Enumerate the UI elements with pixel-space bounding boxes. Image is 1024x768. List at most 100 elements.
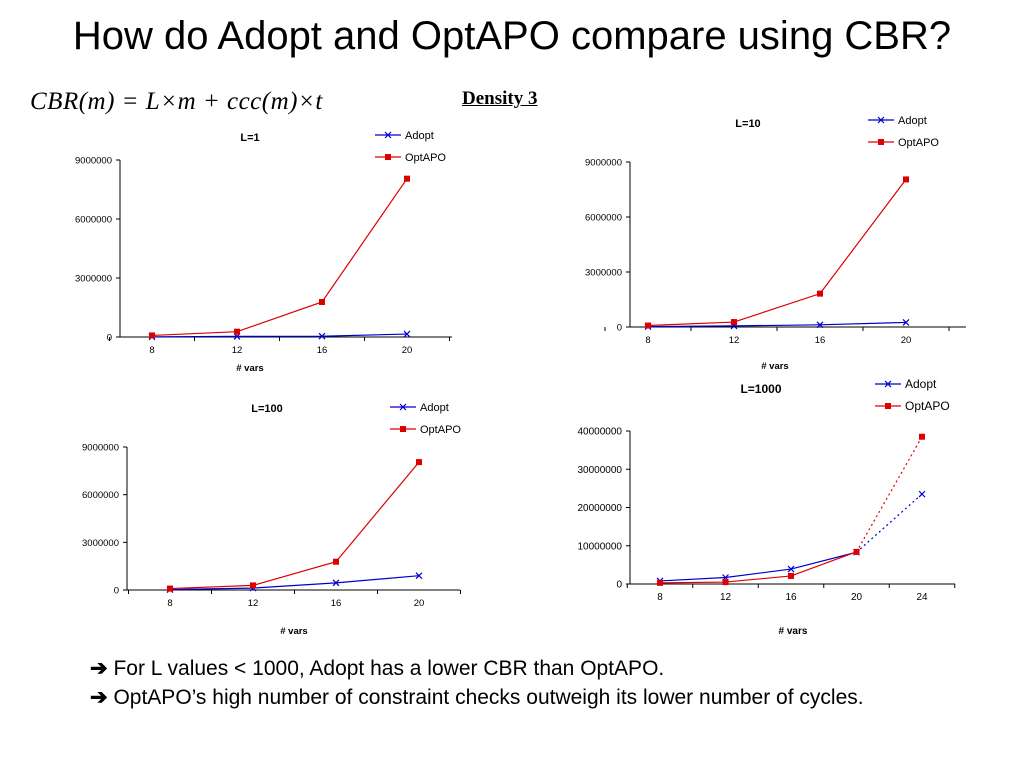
series-line-adopt [647, 321, 907, 328]
x-tick-label: 20 [901, 335, 912, 346]
bullet-list: ➔ For L values < 1000, Adopt has a lower… [90, 654, 890, 712]
x-tick-label: 20 [851, 592, 863, 603]
data-point-adopt [332, 579, 340, 587]
y-tick-label: 9000000 [75, 156, 112, 167]
y-tick-label: 30000000 [578, 465, 623, 476]
series-line-adopt [151, 333, 408, 338]
y-tick-label: 40000000 [578, 427, 623, 438]
chart-l1000: 0 10000000 20000000 30000000 40000000 8 12 16 20… [578, 377, 956, 637]
y-tick-label: 9000000 [585, 158, 622, 169]
data-point-adopt [787, 565, 795, 573]
bullet-text: For L values < 1000, Adopt has a lower C… [113, 657, 665, 680]
x-tick-label: 20 [414, 598, 425, 609]
data-point-adopt [918, 490, 926, 498]
data-point-optapo [234, 328, 240, 335]
y-tick-label: 10000000 [578, 541, 623, 552]
x-tick-label: 16 [785, 592, 797, 603]
x-axis-label: # vars [236, 363, 263, 374]
legend-marker-optapo [885, 403, 891, 409]
x-tick-label: 16 [331, 598, 342, 609]
x-tick-label: 12 [232, 345, 243, 356]
legend-label-adopt: Adopt [905, 377, 937, 391]
series-line-adopt [659, 551, 857, 582]
data-point-adopt [902, 318, 910, 326]
legend-marker-optapo [878, 139, 884, 145]
y-tick-label: 9000000 [82, 443, 119, 454]
x-tick-label: 16 [317, 345, 328, 356]
data-point-optapo [919, 433, 925, 440]
data-point-adopt [318, 332, 326, 340]
x-tick-label: 8 [167, 598, 172, 609]
data-point-optapo [657, 579, 663, 586]
x-tick-label: 8 [149, 345, 154, 356]
slide-title: How do Adopt and OptAPO compare using CB… [72, 14, 952, 58]
legend-marker-adopt [384, 131, 392, 139]
x-tick-label: 12 [248, 598, 259, 609]
series-line-adopt [169, 575, 420, 591]
y-tick-label: 0 [616, 580, 622, 591]
x-tick-label: 12 [720, 592, 732, 603]
legend-label-optapo: OptAPO [905, 399, 950, 413]
y-tick-label: 3000000 [75, 274, 112, 285]
legend-label-adopt: Adopt [898, 115, 927, 127]
density-label: Density 3 [462, 88, 538, 109]
y-tick-label: 0 [617, 323, 622, 334]
chart-title: L=1000 [740, 382, 781, 396]
data-point-optapo [167, 585, 173, 592]
bullet-item: ➔ OptAPO’s high number of constraint che… [90, 683, 890, 712]
y-tick-label: 20000000 [578, 503, 623, 514]
series-line-optapo [647, 179, 907, 327]
x-tick-label: 8 [657, 592, 663, 603]
series-line-dotted-optapo [855, 436, 923, 553]
y-tick-label: 6000000 [75, 215, 112, 226]
legend-marker-adopt [399, 403, 407, 411]
chart-title: L=100 [251, 403, 283, 415]
legend-label-adopt: Adopt [420, 402, 449, 414]
x-tick-label: 8 [645, 335, 650, 346]
series-line-optapo [169, 461, 420, 590]
chart-title: L=10 [735, 118, 760, 130]
data-point-optapo [853, 548, 860, 555]
arrow-right-icon: ➔ [90, 657, 108, 680]
legend-label-optapo: OptAPO [420, 424, 461, 436]
data-point-optapo [731, 319, 737, 326]
series-line-optapo [151, 178, 408, 337]
x-axis-label: # vars [280, 626, 307, 637]
data-point-optapo [333, 558, 339, 565]
data-point-optapo [319, 298, 325, 305]
data-point-optapo [416, 459, 422, 466]
legend-marker-optapo [385, 154, 391, 160]
data-point-optapo [149, 332, 155, 339]
y-tick-label: 6000000 [585, 213, 622, 224]
x-tick-label: 16 [815, 335, 826, 346]
data-point-optapo [817, 290, 823, 297]
chart-l100: 0 3000000 6000000 9000000 8 12 16 20 L=100 # vars… [82, 402, 461, 637]
series-line-dotted-adopt [856, 493, 923, 553]
data-point-optapo [645, 322, 651, 329]
x-tick-label: 12 [729, 335, 740, 346]
y-tick-label: 6000000 [82, 490, 119, 501]
chart-title: L=1 [240, 132, 259, 144]
arrow-right-icon: ➔ [90, 686, 108, 709]
data-point-adopt [816, 321, 824, 329]
data-point-optapo [250, 582, 256, 589]
data-point-optapo [788, 572, 794, 579]
y-tick-label: 0 [114, 586, 119, 597]
legend-marker-optapo [400, 426, 406, 432]
y-tick-label: 3000000 [585, 268, 622, 279]
x-axis-label: # vars [779, 626, 808, 637]
data-point-optapo [903, 176, 909, 183]
bullet-item: ➔ For L values < 1000, Adopt has a lower… [90, 654, 890, 683]
legend-label-optapo: OptAPO [898, 137, 939, 149]
cbr-formula: CBR(m) = L×m + ccc(m)×t [30, 88, 323, 115]
legend-label-adopt: Adopt [405, 130, 434, 142]
legend-marker-adopt [877, 116, 885, 124]
data-point-adopt [403, 330, 411, 338]
data-point-adopt [415, 572, 423, 580]
legend-marker-adopt [884, 380, 892, 388]
data-point-optapo [404, 175, 410, 182]
x-tick-label: 24 [916, 592, 928, 603]
chart-l10: 0 3000000 6000000 9000000 8 12 16 20 L=10 # vars A… [585, 115, 966, 372]
series-line-optapo [659, 551, 857, 584]
